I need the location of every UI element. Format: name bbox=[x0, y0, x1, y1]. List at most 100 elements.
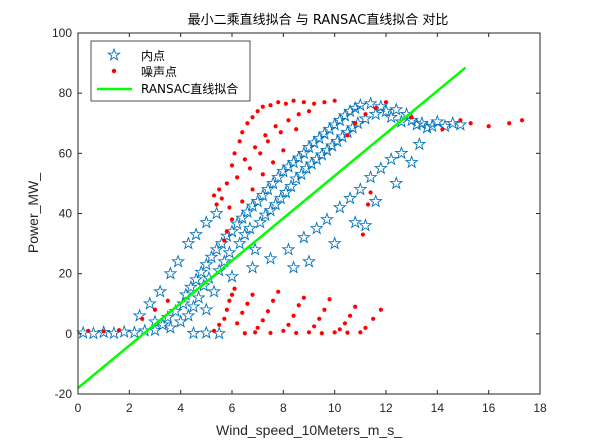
inlier-point bbox=[296, 145, 311, 160]
inlier-point bbox=[224, 269, 240, 283]
inlier-point bbox=[384, 151, 399, 166]
noise-point bbox=[232, 286, 237, 291]
inlier-point bbox=[319, 212, 334, 226]
inlier-point bbox=[332, 200, 347, 214]
noise-point bbox=[255, 109, 260, 114]
noise-point bbox=[116, 328, 122, 333]
x-tick-label: 18 bbox=[533, 401, 547, 415]
noise-point bbox=[353, 304, 358, 309]
inlier-point bbox=[96, 324, 111, 339]
noise-point bbox=[317, 316, 322, 321]
noise-point bbox=[345, 330, 350, 335]
inlier-point bbox=[178, 287, 193, 301]
noise-point bbox=[229, 292, 235, 297]
y-tick-label: -20 bbox=[55, 387, 73, 401]
noise-point bbox=[86, 328, 91, 333]
y-tick-label: 60 bbox=[59, 146, 73, 160]
inlier-point bbox=[237, 227, 252, 241]
noise-point bbox=[240, 130, 245, 135]
inlier-point bbox=[348, 215, 363, 229]
inlier-point bbox=[273, 191, 288, 205]
inlier-point bbox=[373, 161, 388, 175]
noise-point bbox=[507, 121, 512, 126]
noise-point bbox=[273, 124, 278, 129]
inlier-point bbox=[199, 302, 214, 316]
inlier-point bbox=[250, 194, 265, 208]
noise-point bbox=[342, 321, 348, 326]
noise-series bbox=[86, 98, 525, 336]
noise-point bbox=[245, 301, 250, 306]
legend-star-icon bbox=[106, 47, 122, 61]
noise-point bbox=[276, 289, 281, 294]
noise-point bbox=[409, 115, 414, 120]
noise-point bbox=[270, 298, 276, 303]
noise-point bbox=[440, 127, 445, 132]
inlier-point bbox=[294, 167, 309, 181]
inlier-point bbox=[394, 114, 409, 128]
inlier-point bbox=[186, 325, 201, 340]
inlier-point bbox=[343, 191, 358, 205]
legend-noise-label: 噪声点 bbox=[141, 65, 177, 79]
noise-point bbox=[306, 330, 312, 335]
y-tick-label: 0 bbox=[65, 327, 72, 341]
noise-point bbox=[458, 118, 463, 123]
noise-point bbox=[327, 297, 332, 302]
inlier-point bbox=[199, 325, 214, 339]
noise-point bbox=[229, 163, 235, 168]
inlier-point bbox=[368, 194, 383, 208]
inlier-point bbox=[263, 251, 278, 265]
noise-point bbox=[301, 100, 306, 105]
x-tick-label: 8 bbox=[280, 401, 287, 415]
inlier-point bbox=[368, 106, 383, 121]
noise-point bbox=[258, 151, 263, 156]
noise-point bbox=[322, 100, 327, 105]
noise-point bbox=[232, 151, 237, 156]
noise-point bbox=[268, 103, 273, 108]
noise-point bbox=[368, 190, 373, 195]
noise-point bbox=[224, 181, 229, 186]
noise-point bbox=[347, 313, 353, 318]
noise-point bbox=[468, 121, 473, 126]
noise-point bbox=[371, 316, 376, 321]
noise-point bbox=[286, 118, 291, 123]
noise-point bbox=[265, 139, 271, 144]
x-tick-label: 14 bbox=[431, 401, 445, 415]
noise-point bbox=[363, 112, 368, 117]
inlier-point bbox=[127, 325, 142, 339]
noise-point bbox=[217, 322, 222, 327]
noise-point bbox=[152, 307, 158, 312]
inlier-point bbox=[183, 279, 198, 294]
inlier-point bbox=[378, 103, 394, 118]
inlier-point bbox=[394, 145, 409, 160]
legend: 内点 噪声点 RANSAC直线拟合 bbox=[90, 40, 251, 102]
inlier-point bbox=[191, 290, 206, 304]
noise-point bbox=[281, 328, 286, 333]
y-tick-label: 80 bbox=[59, 86, 73, 100]
y-tick-label: 100 bbox=[52, 26, 72, 40]
noise-point bbox=[140, 316, 145, 321]
noise-point bbox=[242, 157, 247, 162]
noise-point bbox=[294, 330, 299, 336]
noise-point bbox=[365, 202, 371, 207]
inlier-point bbox=[181, 308, 196, 322]
x-tick-label: 4 bbox=[177, 401, 184, 415]
x-tick-label: 10 bbox=[328, 401, 342, 415]
noise-point bbox=[263, 133, 268, 138]
inlier-point bbox=[232, 236, 247, 250]
x-tick-label: 2 bbox=[126, 401, 133, 415]
legend-noise-marker bbox=[111, 68, 117, 74]
inlier-point bbox=[412, 136, 427, 151]
noise-point bbox=[291, 98, 296, 103]
y-axis-ticks: -20 0 20 40 60 80 100 bbox=[52, 26, 540, 401]
ransac-fit-line bbox=[77, 66, 467, 389]
noise-point bbox=[373, 106, 378, 111]
noise-point bbox=[383, 100, 389, 105]
noise-point bbox=[211, 328, 217, 333]
noise-point bbox=[240, 199, 245, 204]
noise-point bbox=[250, 292, 255, 297]
x-axis-ticks: 0 2 4 6 8 10 12 14 16 18 bbox=[75, 33, 547, 415]
inlier-point bbox=[301, 254, 317, 268]
inlier-point bbox=[255, 188, 270, 202]
noise-point bbox=[296, 112, 301, 117]
